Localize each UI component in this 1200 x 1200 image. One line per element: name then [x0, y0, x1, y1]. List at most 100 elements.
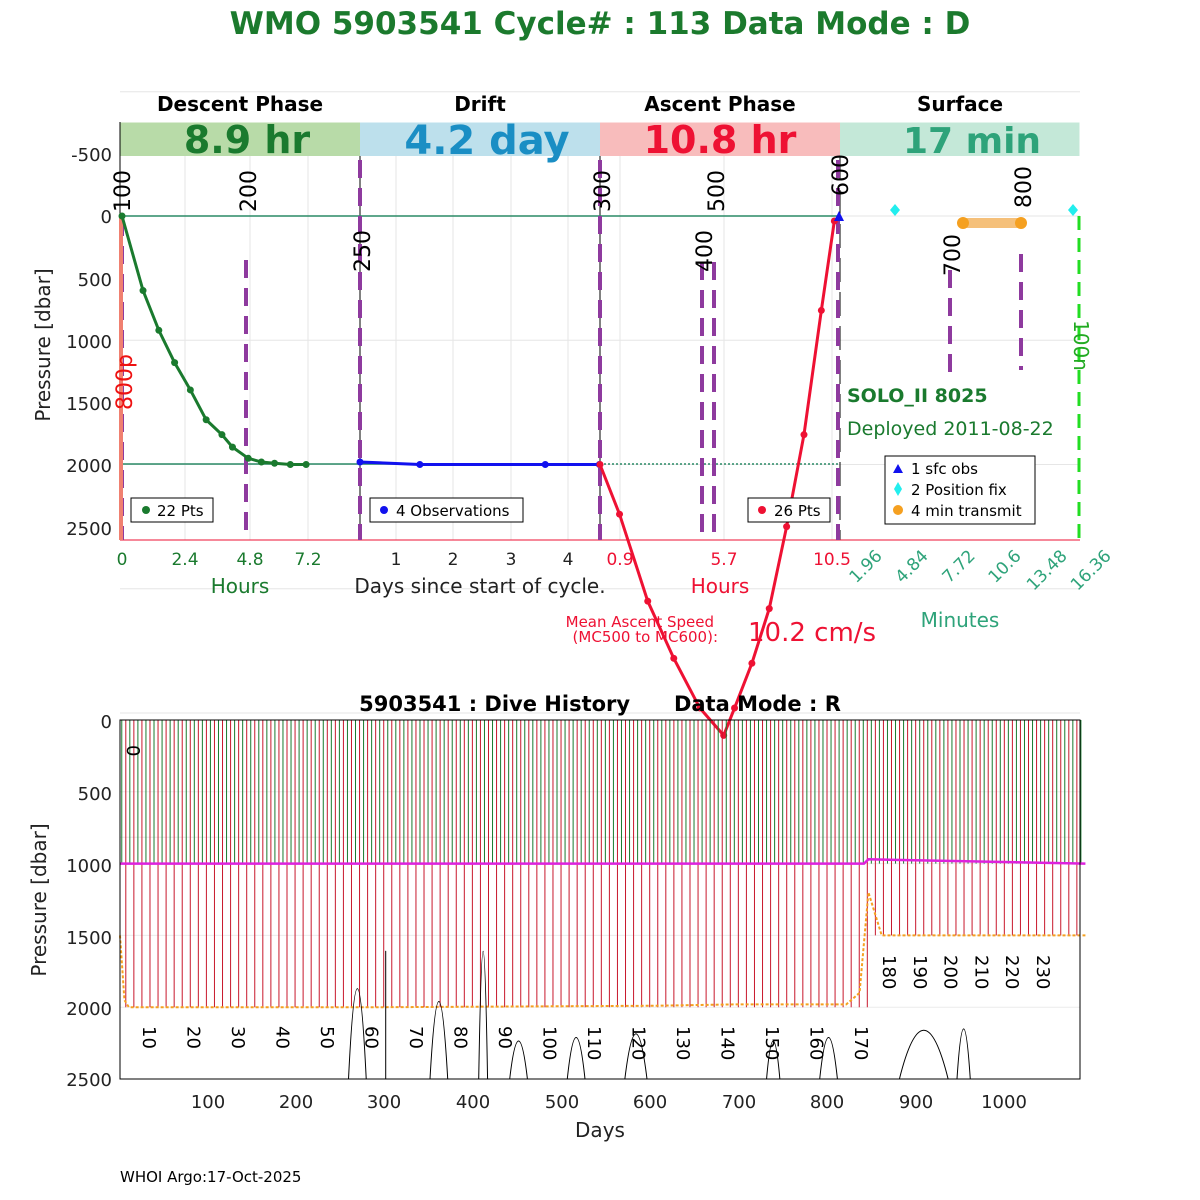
- ytick-0: 0: [101, 207, 112, 228]
- descent-point-7: [228, 443, 236, 451]
- cycle-label-160: 160: [806, 1026, 827, 1060]
- side-label-right: 100n: [1069, 320, 1093, 371]
- deploy-date: Deployed 2011-08-22: [847, 418, 1054, 440]
- profile-pressure-line: [119, 892, 1086, 1009]
- surface-items: [834, 204, 1078, 229]
- bytick-2500: 2500: [66, 1070, 112, 1091]
- cycle-label-110: 110: [583, 1026, 604, 1060]
- bathymetry-arc-2: [429, 1001, 449, 1080]
- legend-box: [884, 455, 1036, 525]
- surface-xtick-3: 10.6: [985, 546, 1026, 587]
- bottom-x-label: Days: [575, 1118, 625, 1142]
- ascent-point-11: [817, 306, 825, 314]
- bxtick-1000: 1000: [981, 1092, 1027, 1113]
- drift-xtick-4: 4: [563, 550, 574, 570]
- cycle-label-10: 10: [138, 1026, 159, 1049]
- cycle-label-100: 100: [539, 1026, 560, 1060]
- legend: 1 sfc obs 2 Position fix 4 min transmit: [884, 455, 1036, 525]
- descent-xtick-3: 7.2: [294, 550, 321, 570]
- descent-point-1: [139, 287, 147, 295]
- marker-label-400: 400: [693, 230, 718, 272]
- ytick-2000: 2000: [66, 456, 112, 477]
- drift-line: [359, 460, 600, 466]
- drift-point-0: [356, 458, 364, 466]
- position-fix-2: [1068, 204, 1078, 216]
- descent-point-6: [218, 431, 226, 439]
- top-y-ticks: -500 0 500 1000 1500 2000 2500 Pressure …: [31, 145, 112, 540]
- legend-position-fix: 2 Position fix: [911, 481, 1007, 499]
- cycle-label-20: 20: [183, 1026, 204, 1049]
- marker-label-100: 100: [111, 170, 136, 212]
- cycle-labels: 0 10 20 30 40 50 60 70 80 90 100 110 120 130 140 150 160…: [122, 745, 1053, 1060]
- ascent-duration: 10.8 hr: [644, 118, 797, 162]
- ascent-point-2: [644, 597, 652, 605]
- ascent-speed-value: 10.2 cm/s: [748, 618, 876, 648]
- bathymetry-arc-5: [566, 1037, 586, 1080]
- ascent-point-1: [616, 510, 624, 518]
- position-fix-1: [890, 204, 900, 216]
- drift-duration: 4.2 day: [404, 118, 569, 164]
- marker-label-300: 300: [591, 170, 616, 212]
- dive-history-title: 5903541 : Dive History Data Mode : R: [359, 692, 841, 716]
- bxtick-200: 200: [279, 1092, 313, 1113]
- drift-point-1: [416, 461, 424, 468]
- triangle-icon: [893, 464, 903, 473]
- bytick-0: 0: [101, 712, 112, 733]
- ascent-point-3: [670, 654, 678, 662]
- ascent-point-8: [765, 605, 773, 613]
- ascent-point-7: [748, 659, 756, 667]
- ascent-band: [600, 122, 840, 156]
- ascent-speed-label-2: (MC500 to MC600):: [573, 628, 718, 646]
- descent-band: [120, 122, 360, 156]
- surface-xlabel: Minutes: [921, 608, 1000, 632]
- cycle-label-190: 190: [909, 955, 930, 989]
- legend-transmit: 4 min transmit: [911, 502, 1022, 520]
- ascent-speed-label-1: Mean Ascent Speed: [566, 613, 714, 631]
- descent-xlabel: Hours: [211, 574, 270, 598]
- cycle-label-140: 140: [717, 1026, 738, 1060]
- count-boxes: 22 Pts 4 Observations 26 Pts: [130, 497, 831, 523]
- cycle-label-130: 130: [672, 1026, 693, 1060]
- bytick-2000: 2000: [66, 999, 112, 1020]
- drift-count-marker: [380, 506, 388, 514]
- top-y-label: Pressure [dbar]: [31, 268, 55, 421]
- bathymetry-arc-4: [509, 1040, 528, 1080]
- surface-duration: 17 min: [903, 121, 1041, 162]
- cycle-label-120: 120: [628, 1026, 649, 1060]
- side-label-left: 800p: [113, 354, 138, 410]
- bytick-1000: 1000: [66, 856, 112, 877]
- bathymetry-arc-9: [898, 1030, 949, 1080]
- descent-point-5: [202, 416, 210, 424]
- bottom-x-ticks: 100 200 300 400 500 600 700 800 900 1000…: [191, 1092, 1027, 1142]
- ytick-500: 500: [78, 270, 112, 291]
- surface-band: [840, 122, 1080, 156]
- drift-xlabel: Days since start of cycle.: [354, 574, 605, 598]
- marker-label-600: 600: [829, 154, 854, 196]
- bathymetry-arc-8: [819, 1037, 838, 1080]
- bxtick-100: 100: [191, 1092, 225, 1113]
- bathymetry-arc-0: [348, 988, 367, 1080]
- dive-history-plot: [119, 720, 1086, 1080]
- float-model: SOLO_II 8025: [847, 385, 988, 407]
- ascent-xtick-2: 10.5: [813, 550, 851, 570]
- bxtick-900: 900: [899, 1092, 933, 1113]
- phase-title-ascent: Ascent Phase: [644, 92, 795, 116]
- ytick-1500: 1500: [66, 394, 112, 415]
- bathymetry-arc-3: [478, 951, 489, 1080]
- cycle-label-200: 200: [940, 955, 961, 989]
- drift-xtick-1: 1: [391, 550, 402, 570]
- ytick-1000: 1000: [66, 332, 112, 353]
- phase-titles: Descent Phase Drift Ascent Phase Surface: [157, 92, 1003, 116]
- descent-duration: 8.9 hr: [184, 118, 311, 162]
- drift-xtick-3: 3: [506, 550, 517, 570]
- surface-xtick-1: 4.84: [892, 546, 933, 587]
- bxtick-300: 300: [367, 1092, 401, 1113]
- cycle-label-60: 60: [361, 1026, 382, 1049]
- drift-count-box: [369, 497, 524, 523]
- ascent-point-10: [800, 431, 808, 439]
- descent-xtick-0: 0: [117, 550, 128, 570]
- ascent-line: [598, 220, 836, 739]
- transmit-start: [957, 217, 969, 229]
- ytick-2500: 2500: [66, 519, 112, 540]
